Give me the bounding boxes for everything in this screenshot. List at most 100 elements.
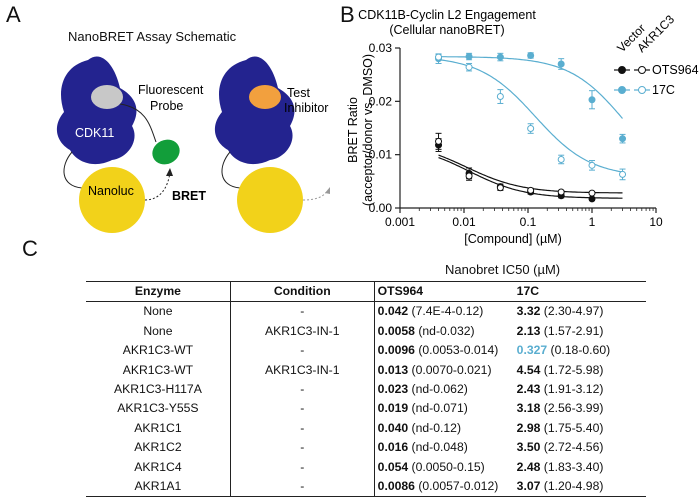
- data-point: [496, 184, 504, 192]
- bret-label: BRET: [172, 189, 206, 203]
- 17c-ic50-cell: 0.327 (0.18-0.60): [513, 341, 646, 360]
- condition-cell: AKR1C3-IN-1: [229, 321, 375, 342]
- 17c-ic50-value: 2.13: [516, 323, 541, 338]
- nanoluc-label: Nanoluc: [88, 184, 134, 198]
- col-header-enzyme: Enzyme: [86, 280, 231, 303]
- condition-cell: -: [229, 457, 375, 478]
- kinase-shape: [56, 56, 137, 165]
- ots964-ic50-cell: 0.019 (nd-0.071): [373, 399, 513, 419]
- y-axis-label-2: (acceptor/donor vs. DMSO): [361, 54, 375, 206]
- condition-cell: -: [229, 477, 375, 497]
- 17c-ci: (2.56-3.99): [540, 401, 604, 416]
- y-tick-label: 0.03: [369, 41, 393, 55]
- schematic-title: NanoBRET Assay Schematic: [68, 29, 237, 44]
- condition-cell: -: [229, 399, 375, 419]
- col-header-condition: Condition: [229, 280, 375, 303]
- x-axis-label: [Compound] (µM): [464, 232, 562, 246]
- data-point: [435, 137, 443, 145]
- probe-linker: [119, 103, 157, 143]
- table-row: None AKR1C3-IN-1 0.0058 (nd-0.032) 2.13 (1.…: [86, 321, 646, 342]
- enzyme-cell: AKR1C3-WT: [122, 343, 194, 358]
- 17c-ci: (1.75-5.40): [540, 420, 604, 435]
- ots964-ic50-value: 0.0096: [377, 343, 415, 358]
- nanoluc-linker-2: [221, 151, 241, 189]
- chart-subtitle: (Cellular nanoBRET): [389, 23, 504, 37]
- ots964-ic50-cell: 0.0086 (0.0057-0.012): [373, 477, 513, 497]
- enzyme-cell: AKR1A1: [86, 477, 231, 497]
- ots964-ic50-cell: 0.0058 (nd-0.032): [373, 321, 513, 342]
- enzyme-cell: AKR1C2: [134, 440, 182, 455]
- 17c-ic50-value: 4.54: [516, 362, 541, 377]
- 17c-ic50-cell: 3.18 (2.56-3.99): [513, 399, 646, 418]
- ots964-ic50-value: 0.042: [377, 304, 409, 319]
- legend-marker: [638, 66, 646, 74]
- data-point: [527, 186, 535, 194]
- ots964-ci: (nd-0.12): [408, 420, 462, 435]
- data-point: [465, 53, 473, 61]
- probe-label-line1: Fluorescent: [138, 83, 204, 97]
- inhibitor-label-line2: Inhibitor: [284, 101, 328, 115]
- data-point: [619, 135, 627, 143]
- enzyme-cell: None: [143, 323, 173, 338]
- condition-cell: -: [229, 418, 375, 439]
- condition-cell: -: [229, 341, 375, 361]
- fluorescent-probe-shape: [91, 85, 123, 109]
- enzyme-cell: AKR1C3-H117A: [113, 382, 202, 397]
- 17c-ic50-cell: 3.07 (1.20-4.98): [512, 477, 646, 497]
- x-tick-label: 0.01: [452, 215, 476, 229]
- x-tick-label: 0.1: [520, 215, 537, 229]
- table-row: AKR1C3-WT AKR1C3-IN-1 0.013 (0.0070-0.021)…: [86, 360, 646, 381]
- ic50-group-header: Nanobret IC50 (µM): [445, 262, 561, 277]
- data-point: [527, 51, 535, 59]
- 17c-ic50-value: 2.43: [516, 382, 541, 397]
- ots964-ic50-cell: 0.023 (nd-0.062): [373, 380, 513, 400]
- acceptor-dye-shape: [152, 139, 180, 165]
- data-point: [588, 195, 596, 203]
- cdk11-label: CDK11: [75, 126, 114, 140]
- table-header-row: Enzyme Condition OTS964 17C: [86, 280, 646, 303]
- ots964-ic50-value: 0.040: [377, 420, 409, 435]
- panel-label-b: B: [340, 2, 355, 27]
- data-point: [588, 189, 596, 197]
- col-header-17c: 17C: [512, 280, 646, 303]
- data-point: [496, 53, 504, 61]
- legend-row-ots964: OTS964: [652, 63, 699, 77]
- y-tick-label: 0.01: [369, 148, 393, 162]
- 17c-ic50-value: 3.50: [516, 440, 541, 455]
- no-bret-arrow: [302, 189, 329, 201]
- nanoluc-linker: [63, 151, 83, 189]
- legend-marker: [638, 86, 646, 94]
- data-point: [465, 172, 473, 180]
- 17c-ci: (1.57-2.91): [540, 323, 604, 338]
- data-point: [527, 125, 535, 133]
- ic50-table: Enzyme Condition OTS964 17C None -0.042 (…: [86, 280, 646, 497]
- condition-cell: -: [229, 301, 375, 322]
- ots964-ci: (nd-0.071): [408, 401, 468, 416]
- ots964-ci: (0.0053-0.014): [414, 343, 499, 358]
- y-tick-label: 0.02: [369, 94, 393, 108]
- enzyme-cell: None: [143, 304, 173, 319]
- no-bret-arrowhead: [325, 187, 330, 194]
- data-point: [557, 60, 565, 68]
- enzyme-cell: AKR1C3-Y55S: [117, 401, 199, 416]
- y-tick-label: 0.00: [369, 201, 393, 215]
- bret-arrowhead: [166, 168, 173, 176]
- 17c-ic50-value: 3.32: [516, 304, 541, 319]
- x-tick-label: 1: [589, 215, 596, 229]
- ots964-ic50-value: 0.016: [377, 440, 409, 455]
- y-axis-label: BRET Ratio: [346, 97, 360, 163]
- 17c-ic50-value: 0.327: [516, 343, 548, 358]
- 17c-ic50-value: 3.18: [516, 401, 541, 416]
- ots964-ic50-value: 0.0086: [377, 479, 415, 494]
- 17c-ic50-cell: 2.13 (1.57-2.91): [513, 322, 646, 341]
- 17c-ic50-value: 3.07: [516, 479, 541, 494]
- legend-row-17c: 17C: [652, 83, 675, 97]
- ots964-ci: (nd-0.032): [414, 323, 475, 338]
- table-row: AKR1C3-Y55S -0.019 (nd-0.071) 3.18 (2.56-3…: [86, 399, 646, 419]
- 17c-ci: (1.20-4.98): [540, 479, 604, 494]
- table-row: AKR1C1-0.040 (nd-0.12) 2.98 (1.75-5.40): [86, 418, 646, 439]
- ots964-ic50-value: 0.0058: [377, 323, 415, 338]
- data-point: [496, 93, 504, 101]
- ots964-ic50-cell: 0.054 (0.0050-0.15): [373, 457, 513, 478]
- ots964-ic50-value: 0.013: [377, 362, 409, 377]
